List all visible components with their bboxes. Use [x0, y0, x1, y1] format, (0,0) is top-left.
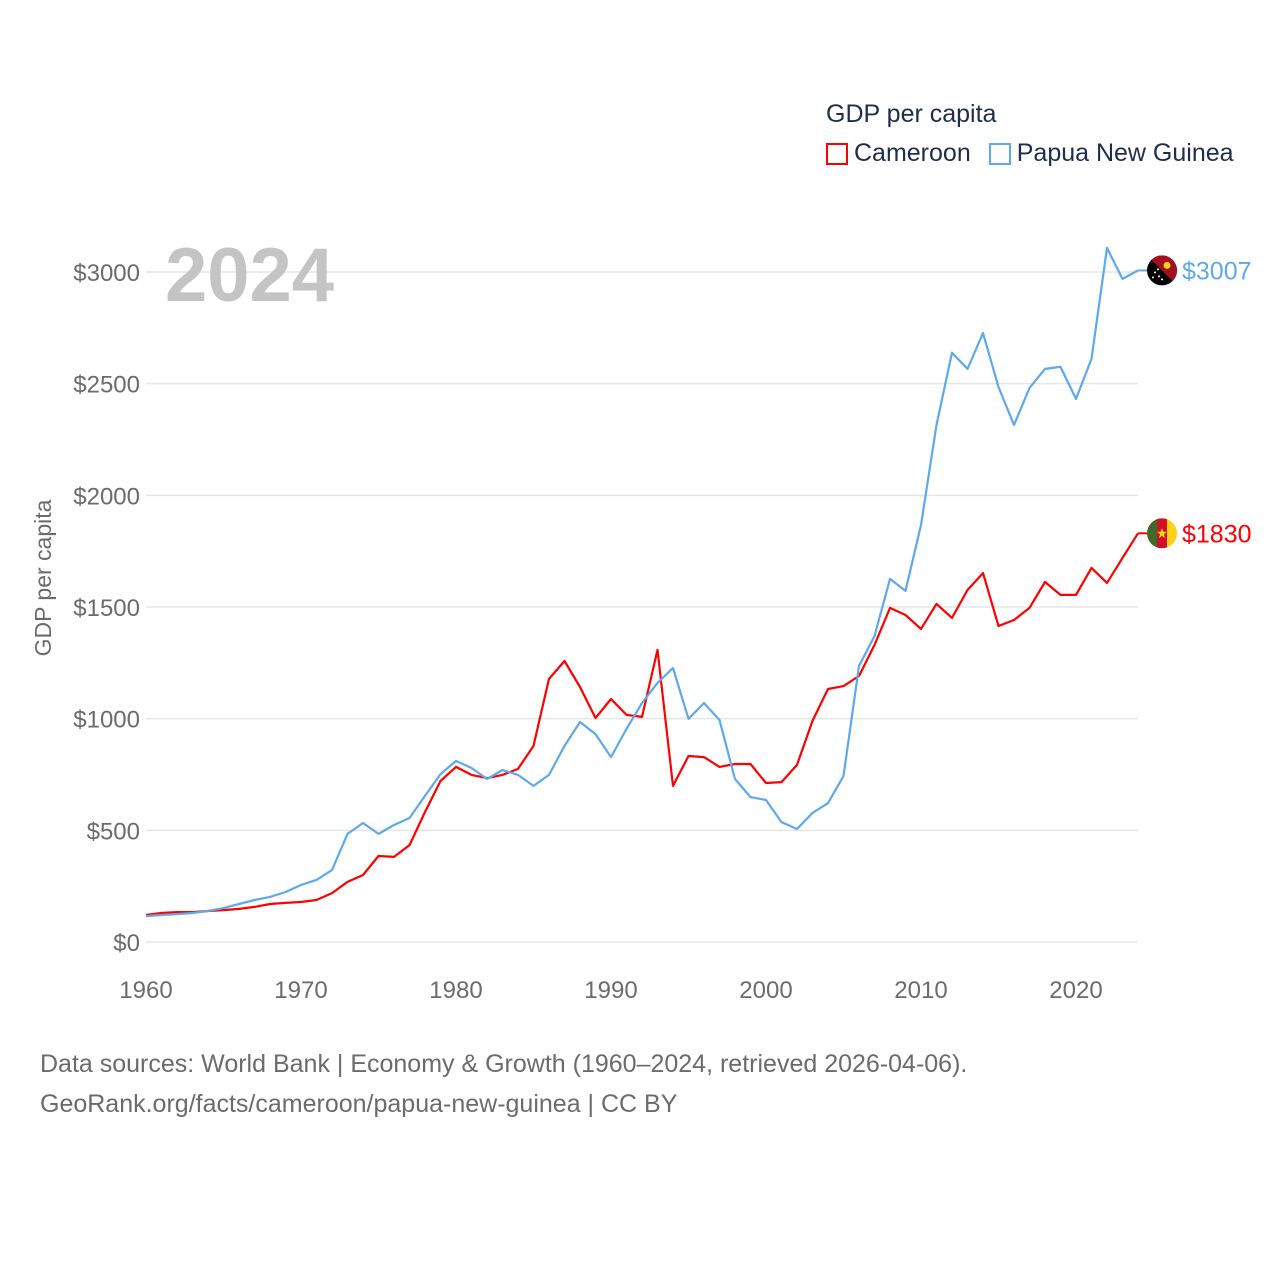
flag-bird — [1163, 261, 1171, 269]
flag-star — [1157, 268, 1159, 271]
y-axis-ticks: $0 $500 $1000 $1500 $2000 $2500 $3000 — [73, 260, 140, 957]
legend: GDP per capita Cameroon Papua New Guinea — [826, 100, 1234, 168]
flag-body — [1147, 518, 1177, 549]
flag-star — [1157, 528, 1167, 539]
legend-swatch-cameroon — [826, 142, 848, 165]
x-tick-label: 2010 — [894, 977, 947, 1004]
y-tick-label: $2000 — [73, 483, 140, 510]
y-tick-label: $0 — [113, 930, 140, 957]
end-labels: $1830 $3007 — [1138, 255, 1252, 549]
x-axis-ticks: 1960 1970 1980 1990 2000 2010 2020 — [119, 977, 1102, 1004]
x-tick-label: 1990 — [584, 977, 637, 1004]
y-tick-label: $2500 — [73, 372, 140, 399]
legend-label: Cameroon — [854, 139, 971, 167]
x-tick-label: 2020 — [1049, 977, 1102, 1004]
flag-star — [1158, 275, 1160, 278]
y-tick-label: $3000 — [73, 260, 140, 287]
flag-red — [1147, 255, 1177, 286]
series-lines — [145, 246, 1139, 918]
flag-body — [1147, 255, 1177, 286]
flag-star — [1161, 278, 1163, 281]
flag-stripe-yellow — [1167, 518, 1177, 549]
year-watermark: 2024 — [165, 233, 334, 318]
cameroon-flag-icon — [1147, 518, 1177, 549]
y-tick-label: $1000 — [73, 707, 140, 734]
series-line-cameroon — [145, 532, 1139, 917]
end-value-label: $3007 — [1182, 257, 1252, 285]
footer-source-line: Data sources: World Bank | Economy & Gro… — [40, 1050, 968, 1078]
papua-new-guinea-flag-icon — [1147, 255, 1177, 286]
grid-lines — [146, 271, 1138, 943]
legend-item-papua-new-guinea[interactable]: Papua New Guinea — [988, 139, 1234, 168]
footer-sources: Data sources: World Bank | Economy & Gro… — [40, 1044, 967, 1124]
end-value-label: $1830 — [1182, 520, 1252, 548]
series-line-papua-new-guinea — [145, 246, 1139, 918]
legend-label: Papua New Guinea — [1016, 139, 1234, 167]
legend-item-cameroon[interactable]: Cameroon — [826, 139, 971, 168]
footer-link-line[interactable]: GeoRank.org/facts/cameroon/papua-new-gui… — [40, 1090, 678, 1118]
y-axis-label: GDP per capita — [30, 499, 56, 656]
x-tick-label: 2000 — [739, 977, 792, 1004]
x-tick-label: 1970 — [274, 977, 327, 1004]
flag-stripe-green — [1147, 518, 1157, 549]
x-tick-label: 1980 — [429, 977, 482, 1004]
legend-title: GDP per capita — [826, 100, 997, 128]
x-tick-label: 1960 — [119, 977, 172, 1004]
flag-star — [1154, 271, 1156, 274]
legend-swatch-papua-new-guinea — [988, 142, 1011, 165]
flag-star — [1152, 276, 1154, 279]
y-tick-label: $500 — [87, 818, 140, 845]
y-tick-label: $1500 — [73, 595, 140, 622]
